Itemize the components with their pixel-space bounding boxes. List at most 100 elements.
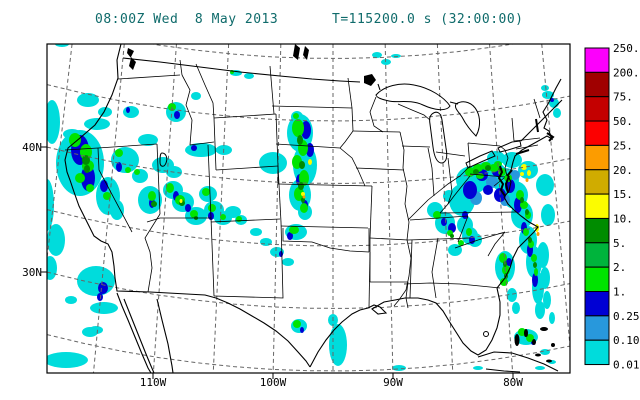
island	[540, 327, 548, 331]
state-border	[156, 143, 161, 215]
precip-cell	[300, 327, 304, 333]
coastline	[520, 99, 563, 142]
precip-cell	[75, 173, 85, 183]
state-border	[277, 183, 373, 187]
precip-cell	[84, 165, 90, 173]
coastline	[123, 298, 155, 373]
state-border	[269, 65, 275, 115]
precip-cell	[518, 328, 526, 336]
elapsed-time-label: T=115200.0 s (32:00:00)	[332, 12, 524, 27]
precip-cell	[174, 111, 180, 119]
geography-outlines	[64, 44, 563, 373]
state-border	[467, 142, 501, 147]
meridian-line	[152, 44, 177, 373]
colorbar-label: 25.	[613, 139, 633, 152]
colorbar-swatch	[584, 96, 610, 122]
precip-cell	[244, 73, 254, 79]
lake-outline	[465, 150, 496, 169]
precip-cell	[301, 192, 305, 196]
water-body	[303, 46, 309, 60]
water-body	[293, 44, 300, 60]
colorbar-swatch	[584, 144, 610, 171]
state-border	[533, 98, 541, 119]
precip-cell	[260, 238, 272, 246]
state-border	[339, 130, 354, 149]
precip-cell	[47, 224, 65, 256]
coastline	[116, 292, 152, 373]
precip-cell	[250, 228, 262, 236]
state-border	[351, 107, 354, 132]
precip-cell	[514, 197, 522, 213]
precip-cell	[98, 107, 112, 117]
precip-cell	[535, 301, 545, 319]
state-border	[454, 231, 506, 249]
state-border	[369, 185, 373, 239]
precip-cell	[536, 232, 540, 236]
bay-inlet	[504, 175, 510, 194]
meridian-line	[384, 44, 394, 373]
precip-cell	[298, 182, 304, 190]
bay-inlet	[506, 169, 513, 177]
state-border	[275, 113, 279, 167]
precip-cell	[84, 118, 110, 130]
colorbar-label: 10.	[613, 212, 633, 225]
precip-cell	[392, 365, 406, 371]
precip-cell	[151, 201, 157, 207]
meridian-line	[436, 44, 454, 373]
state-border	[403, 282, 501, 289]
island	[524, 329, 528, 337]
precip-cell	[293, 320, 301, 328]
precip-cell	[86, 184, 94, 192]
colorbar-swatch	[584, 169, 610, 195]
colorbar-label: 0.25	[613, 310, 640, 323]
precip-cell	[549, 312, 555, 324]
colorbar-label: 75.	[613, 91, 633, 104]
precip-cell	[473, 169, 479, 175]
state-border	[401, 145, 431, 148]
precip-cell	[507, 288, 517, 302]
lake-outline	[375, 83, 451, 111]
state-border	[271, 105, 353, 109]
precip-cell	[47, 256, 57, 280]
precip-cell	[372, 52, 382, 58]
precip-cell	[506, 258, 512, 266]
state-border	[467, 142, 471, 167]
colorbar-swatch	[584, 315, 610, 341]
lake-outline	[497, 140, 522, 153]
state-border	[179, 59, 183, 76]
precip-cell	[463, 181, 477, 199]
colorbar-label: 20.	[613, 164, 633, 177]
colorbar-swatch	[584, 339, 610, 366]
precip-cell	[541, 85, 549, 91]
precip-cell	[543, 291, 551, 309]
colorbar-label: 15.	[613, 188, 633, 201]
state-border	[369, 96, 384, 133]
precip-cell	[526, 334, 534, 342]
precip-cell	[531, 254, 537, 262]
meridian-line	[92, 44, 125, 373]
state-border	[213, 221, 284, 299]
precip-cell	[553, 108, 561, 118]
state-border	[427, 147, 435, 197]
meridian-line	[489, 44, 514, 373]
precip-cell	[535, 366, 545, 370]
colorbar-label: 0.01	[613, 359, 640, 372]
lon-label-100w: 100W	[259, 376, 287, 389]
precip-cell	[166, 183, 174, 193]
state-border	[499, 145, 509, 177]
island	[532, 339, 536, 345]
timestamp-label: 08:00Z Wed 8 May 2013	[95, 12, 279, 27]
lat-label-40n: 40N	[22, 141, 42, 154]
precip-cell	[47, 352, 88, 368]
precip-cell	[289, 226, 299, 234]
water-body	[127, 48, 136, 70]
lon-label-90w: 90W	[383, 376, 403, 389]
colorbar-swatch	[584, 71, 610, 98]
precip-cell	[448, 244, 462, 256]
colorbar-label: 250.	[613, 42, 640, 55]
state-border	[146, 217, 161, 223]
precip-cell	[126, 107, 130, 113]
map-frame	[41, 43, 571, 379]
precip-cell	[110, 200, 124, 220]
